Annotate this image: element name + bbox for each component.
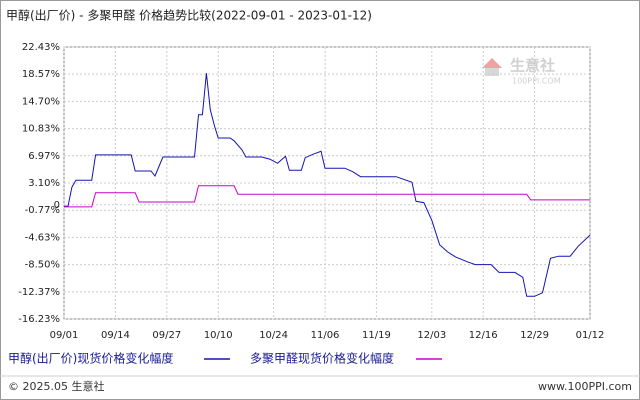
- chart-title: 甲醇(出厂价) - 多聚甲醛 价格趋势比较(2022-09-01 - 2023-…: [6, 8, 372, 23]
- watermark-icon: [482, 58, 502, 68]
- y-tick-label: 6.97%: [28, 151, 60, 162]
- y-tick-label: -0.77%: [25, 205, 60, 216]
- y-tick-label: 14.70%: [22, 96, 60, 107]
- x-tick-label: 12/16: [469, 330, 498, 341]
- x-tick-label: 11/19: [362, 330, 391, 341]
- watermark: 生意社 100PPI.COM: [482, 57, 561, 86]
- x-tick-label: 12/03: [417, 330, 446, 341]
- x-tick-label: 11/06: [311, 330, 340, 341]
- footer-right: www.100PPI.com: [538, 380, 632, 393]
- watermark-url: 100PPI.COM: [512, 77, 561, 86]
- x-tick-label: 10/24: [259, 330, 288, 341]
- x-tick-label: 10/10: [204, 330, 233, 341]
- x-tick-label: 09/14: [101, 330, 130, 341]
- series-line: [64, 73, 591, 297]
- watermark-icon: [485, 68, 499, 76]
- y-tick-label: 22.43%: [22, 42, 60, 53]
- legend-label: 甲醇(出厂价)现货价格变化幅度: [8, 351, 173, 366]
- x-tick-label: 12/29: [520, 330, 549, 341]
- watermark-text: 生意社: [510, 57, 555, 75]
- legend-label: 多聚甲醛现货价格变化幅度: [250, 351, 394, 366]
- y-tick-label: 10.83%: [22, 124, 60, 135]
- y-tick-label: -4.63%: [25, 232, 60, 243]
- y-tick-label: -16.23%: [18, 314, 60, 325]
- y-tick-label: -12.37%: [18, 287, 60, 298]
- y-tick-label: 18.57%: [22, 69, 60, 80]
- x-tick-label: 09/27: [152, 330, 181, 341]
- y-tick-label: -8.50%: [25, 260, 60, 271]
- x-tick-label: 09/01: [50, 330, 79, 341]
- y-tick-label: 0: [54, 200, 60, 211]
- x-tick-label: 01/12: [576, 330, 605, 341]
- footer-left: © 2025.05 生意社: [8, 379, 104, 393]
- y-tick-label: 3.10%: [28, 178, 60, 189]
- series-line: [64, 185, 590, 208]
